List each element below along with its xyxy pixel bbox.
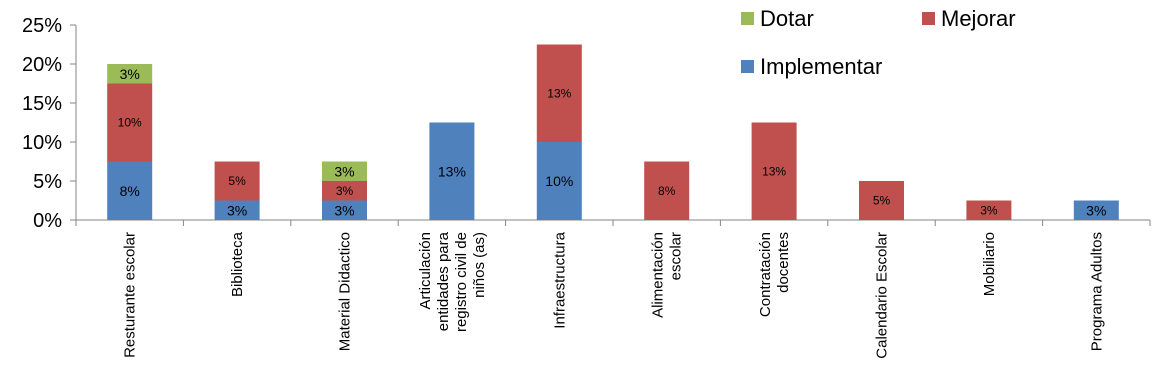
category-label: Resturante escolar bbox=[122, 232, 139, 358]
bar-segment-mejorar bbox=[107, 83, 153, 162]
category-labels: Resturante escolar Biblioteca Material Did… bbox=[122, 231, 1106, 358]
category-label-line: Alimentación bbox=[650, 232, 667, 318]
segment-labels: 8% 10% 3% 3% 5% 3% 3% 3% 13% 10% 13% 8% 13% 5% 3% 3% bbox=[118, 66, 1107, 219]
bar-segment-mejorar bbox=[966, 200, 1012, 220]
category-label: Calendario Escolar bbox=[874, 232, 891, 359]
data-label: 3% bbox=[334, 163, 354, 179]
data-label: 8% bbox=[658, 184, 676, 198]
y-tick-label: 10% bbox=[22, 132, 62, 154]
bar-segment-mejorar bbox=[644, 161, 690, 220]
category-label-line: registro civil de bbox=[453, 232, 470, 332]
category-label-line: Contratación bbox=[757, 232, 774, 317]
data-label: 3% bbox=[1086, 202, 1106, 218]
y-tick-label: 0% bbox=[33, 210, 62, 232]
bar-segment-mejorar bbox=[214, 161, 260, 201]
category-label: Infraestructura bbox=[551, 231, 568, 328]
bar-segment-implementar bbox=[429, 122, 475, 220]
category-label-line: niños (as) bbox=[471, 232, 488, 298]
data-label: 13% bbox=[438, 163, 466, 179]
y-tick-label: 5% bbox=[33, 171, 62, 193]
legend-label: Implementar bbox=[760, 54, 882, 79]
legend-label: Mejorar bbox=[941, 6, 1016, 31]
data-label: 5% bbox=[228, 174, 246, 188]
data-label: 13% bbox=[762, 164, 786, 178]
data-label: 8% bbox=[120, 183, 140, 199]
bar-segment-implementar bbox=[322, 200, 367, 220]
bars bbox=[107, 44, 1119, 220]
data-label: 3% bbox=[334, 202, 354, 218]
legend-item-dotar: Dotar bbox=[741, 6, 814, 31]
category-label: Alimentación escolar bbox=[650, 232, 685, 318]
category-label: Mobiliario bbox=[981, 232, 998, 296]
legend-swatch bbox=[741, 12, 754, 25]
bar-segment-implementar bbox=[536, 142, 582, 220]
data-label: 3% bbox=[980, 203, 998, 217]
legend-item-implementar: Implementar bbox=[741, 54, 882, 79]
category-label-line: Infraestructura bbox=[551, 231, 568, 328]
category-label-line: Material Didactico bbox=[337, 232, 354, 351]
y-tick-label: 15% bbox=[22, 93, 62, 115]
category-label-line: Calendario Escolar bbox=[874, 232, 891, 359]
legend-label: Dotar bbox=[760, 6, 814, 31]
category-label-line: Articulación bbox=[417, 232, 434, 310]
bar-segment-mejorar bbox=[322, 181, 367, 201]
data-label: 3% bbox=[120, 66, 140, 82]
category-label: Programa Adultos bbox=[1088, 232, 1105, 351]
category-label-line: Resturante escolar bbox=[122, 232, 139, 358]
category-label: Articulación entidades para registro civil… bbox=[417, 231, 488, 332]
bar-segment-implementar bbox=[1073, 200, 1119, 220]
y-tick-label: 25% bbox=[22, 15, 62, 37]
bar-segment-mejorar bbox=[751, 122, 797, 220]
category-label-line: Biblioteca bbox=[229, 231, 246, 297]
data-label: 10% bbox=[545, 173, 573, 189]
category-label: Biblioteca bbox=[229, 231, 246, 297]
legend-swatch bbox=[922, 12, 935, 25]
axes: 0% 5% 10% 15% 20% 25% bbox=[22, 15, 1151, 232]
bar-segment-implementar bbox=[214, 200, 260, 220]
category-label-line: Mobiliario bbox=[981, 232, 998, 296]
y-tick-label: 20% bbox=[22, 54, 62, 76]
data-label: 3% bbox=[227, 202, 247, 218]
legend-item-mejorar: Mejorar bbox=[922, 6, 1016, 31]
category-label-line: escolar bbox=[668, 232, 685, 280]
data-label: 10% bbox=[118, 116, 142, 130]
data-label: 3% bbox=[336, 184, 354, 198]
legend-swatch bbox=[741, 60, 754, 73]
bar-segment-mejorar bbox=[859, 181, 904, 220]
data-label: 13% bbox=[547, 86, 571, 100]
legend: Dotar Mejorar Implementar bbox=[741, 6, 1016, 79]
data-label: 5% bbox=[873, 194, 891, 208]
category-label-line: entidades para bbox=[435, 231, 452, 331]
bar-segment-mejorar bbox=[536, 44, 582, 142]
category-label: Material Didactico bbox=[337, 232, 354, 351]
bar-segment-implementar bbox=[107, 161, 153, 220]
category-label-line: Programa Adultos bbox=[1088, 232, 1105, 351]
bar-segment-dotar bbox=[322, 161, 367, 181]
category-label-line: docentes bbox=[775, 232, 792, 293]
bar-segment-dotar bbox=[107, 64, 153, 84]
category-label: Contratación docentes bbox=[757, 232, 792, 317]
